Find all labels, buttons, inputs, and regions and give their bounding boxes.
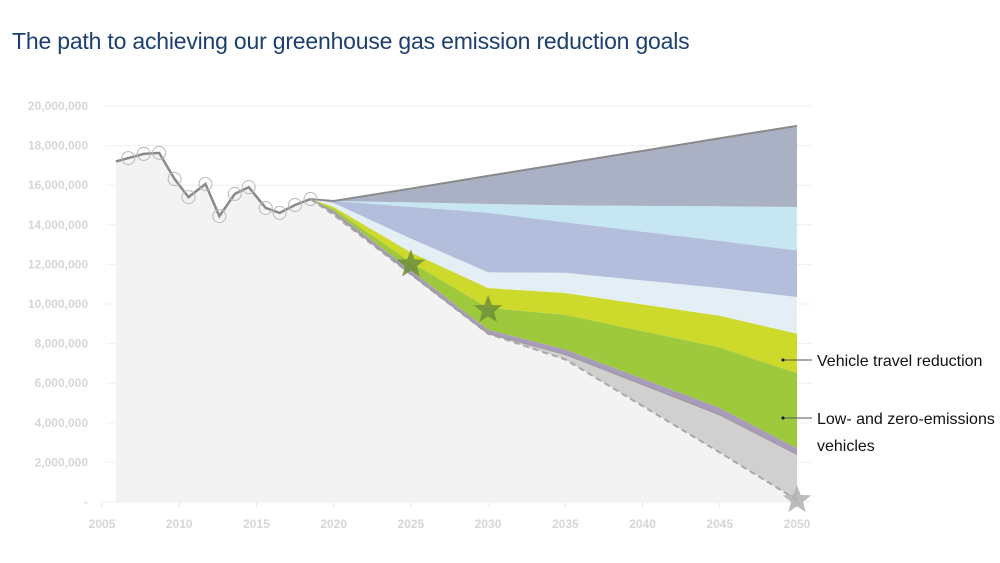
area-vehicle-travel-reduction xyxy=(310,199,797,374)
y-tick-label: 18,000,000 xyxy=(28,139,88,153)
lines xyxy=(115,124,798,501)
area-purple-band xyxy=(310,199,797,455)
historical-point xyxy=(212,209,227,224)
target-star-icon xyxy=(396,249,426,277)
y-tick-label: 6,000,000 xyxy=(35,376,89,390)
x-tick-label: 2045 xyxy=(706,517,733,531)
historical-point xyxy=(167,172,182,187)
historical-point xyxy=(136,146,151,161)
markers xyxy=(121,145,812,513)
y-axis-ticks: - 2,000,000 4,000,000 6,000,000 8,000,000 10,… xyxy=(28,99,88,509)
y-tick-label: - xyxy=(84,495,88,509)
historical-point xyxy=(227,186,242,201)
x-tick-label: 2020 xyxy=(320,517,347,531)
x-tick-label: 2040 xyxy=(629,517,656,531)
historical-point xyxy=(272,205,287,220)
historical-point xyxy=(258,200,273,215)
x-tick-label: 2015 xyxy=(243,517,270,531)
x-tick-label: 2035 xyxy=(552,517,579,531)
y-tick-label: 16,000,000 xyxy=(28,178,88,192)
y-tick-label: 2,000,000 xyxy=(35,455,89,469)
y-tick-label: 10,000,000 xyxy=(28,297,88,311)
y-tick-label: 4,000,000 xyxy=(35,416,89,430)
y-tick-label: 8,000,000 xyxy=(35,337,89,351)
x-tick-label: 2050 xyxy=(784,517,811,531)
historical-point xyxy=(288,198,303,212)
x-axis-ticks: 2005 2010 2015 2020 2025 2030 2035 2040 2045 2050 xyxy=(89,517,811,531)
historical-point xyxy=(121,151,136,166)
area-band-4 xyxy=(310,199,797,334)
historical-point xyxy=(181,190,196,205)
area-band-3 xyxy=(310,199,797,298)
y-tick-label: 12,000,000 xyxy=(28,257,88,271)
y-tick-label: 14,000,000 xyxy=(28,218,88,232)
x-tick-label: 2005 xyxy=(89,517,116,531)
historical-point xyxy=(241,180,256,195)
historical-point xyxy=(303,192,318,207)
annotation-low-zero-emissions-label: Low- and zero-emissions vehicles xyxy=(817,411,995,455)
historical-point xyxy=(198,177,213,192)
annotation-low-zero-emissions: Low- and zero-emissions vehicles xyxy=(781,411,995,455)
chart-title: The path to achieving our greenhouse gas… xyxy=(12,28,690,54)
annotation-vehicle-travel-label: Vehicle travel reduction xyxy=(817,353,982,370)
lower-edge-line xyxy=(310,198,798,455)
area-low-zero-emissions-vehicles xyxy=(310,199,797,449)
historical-point xyxy=(152,145,167,160)
y-tick-label: 20,000,000 xyxy=(28,99,88,113)
business-as-usual-line xyxy=(310,124,798,203)
historical-line xyxy=(115,151,311,219)
x-tick-label: 2025 xyxy=(398,517,425,531)
x-tick-label: 2010 xyxy=(166,517,193,531)
area-band-2 xyxy=(310,199,797,251)
target-star-icon xyxy=(473,294,503,323)
annotation-vehicle-travel: Vehicle travel reduction xyxy=(781,353,982,370)
x-tick-label: 2030 xyxy=(475,517,502,531)
areas xyxy=(115,125,797,503)
target-star-icon xyxy=(782,485,812,513)
